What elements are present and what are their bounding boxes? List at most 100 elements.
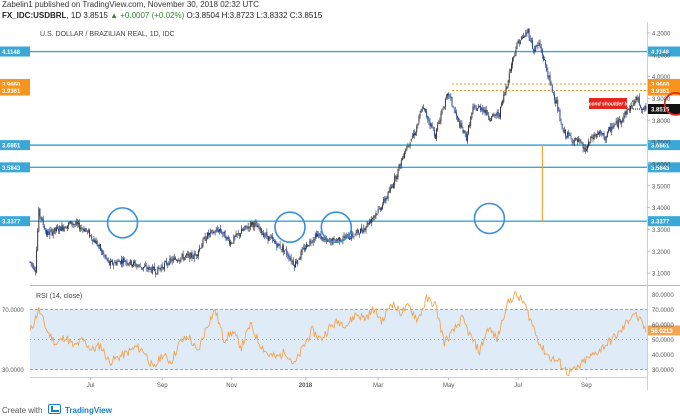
candle-body <box>124 259 126 262</box>
candle-body <box>395 175 397 180</box>
candle-body <box>213 231 215 233</box>
candle-body <box>55 227 57 231</box>
candle-body <box>533 49 534 51</box>
candle-body <box>83 228 85 232</box>
candle-body <box>355 232 357 234</box>
interval-label[interactable]: 1D <box>70 11 82 20</box>
symbol-name[interactable]: FX_IDC:USDBRL <box>2 11 67 20</box>
candle-body <box>127 263 129 265</box>
candle-body <box>371 219 373 223</box>
candle-body <box>384 198 386 202</box>
candle-body <box>631 105 633 107</box>
support-right-tag-label: 4.1148 <box>651 50 670 56</box>
candle-body <box>41 218 43 220</box>
candle-body <box>263 232 265 237</box>
candle-body <box>32 264 34 269</box>
candle-body <box>129 259 131 264</box>
candle-body <box>302 248 304 250</box>
candle-body <box>232 242 234 244</box>
candle-body <box>279 244 281 249</box>
footer-brand[interactable]: TradingView <box>64 406 112 415</box>
candle-body <box>188 254 190 256</box>
candle-body <box>210 230 212 234</box>
time-axis-tick-label: May <box>443 383 454 389</box>
candle-body <box>251 222 252 226</box>
support-right-tag <box>648 46 680 57</box>
support-right-tag <box>648 140 680 151</box>
candle-body <box>485 109 487 114</box>
candle-body <box>437 125 439 130</box>
candle-body <box>49 230 51 236</box>
candle-body <box>387 191 389 199</box>
candle-body <box>133 261 135 266</box>
candle-body <box>603 133 605 139</box>
candle-body <box>257 225 259 228</box>
candle-body <box>500 106 501 118</box>
candle-body <box>394 175 396 185</box>
candle-body <box>498 114 500 117</box>
highlight-circle <box>106 207 139 239</box>
candle-body <box>227 237 229 240</box>
candle-body <box>497 111 499 116</box>
candle-body <box>454 110 456 114</box>
last-price-tag-label: 3.8515 <box>651 108 670 114</box>
candle-body <box>105 255 107 259</box>
candle-body <box>622 118 624 122</box>
candle-body <box>94 239 96 244</box>
candle-body <box>409 142 411 146</box>
candle-body <box>378 207 380 209</box>
candle-body <box>259 227 261 230</box>
candle-body <box>362 230 364 233</box>
candle-body <box>379 208 381 211</box>
candle-body <box>459 121 461 128</box>
candle-body <box>576 138 577 140</box>
candle-body <box>225 237 227 241</box>
candle-body <box>592 137 594 140</box>
candle-body <box>296 261 298 263</box>
highlight-circle <box>473 202 506 235</box>
candle-body <box>104 255 106 257</box>
candle-body <box>555 100 557 103</box>
candle-body <box>415 133 417 136</box>
candle-body <box>493 114 495 116</box>
candle-body <box>314 234 316 238</box>
candle-body <box>645 106 647 110</box>
candle-body <box>288 255 290 259</box>
candle-body <box>367 222 369 225</box>
candle-body <box>354 234 356 236</box>
candle-body <box>366 222 368 228</box>
candle-body <box>412 133 414 137</box>
candle-body <box>194 253 196 256</box>
candle-body <box>596 133 598 135</box>
candle-body <box>569 134 571 136</box>
candle-body <box>256 224 258 228</box>
candle-body <box>192 257 194 259</box>
support-right-tag <box>648 216 680 227</box>
candle-body <box>601 133 603 135</box>
candle-body <box>538 42 540 44</box>
candle-body <box>405 150 407 153</box>
candle-body <box>95 241 97 244</box>
candle-body <box>427 116 429 120</box>
candle-body <box>290 257 292 262</box>
candle-body <box>214 232 216 234</box>
candle-body <box>357 229 359 234</box>
candle-body <box>280 249 282 250</box>
candle-body <box>42 218 44 226</box>
candle-body <box>365 226 367 231</box>
candle-body <box>351 233 353 240</box>
candle-body <box>452 106 454 108</box>
candle-body <box>176 259 177 261</box>
price-axis-tick-label: 3.2000 <box>652 250 671 256</box>
support-right-tag-label: 3.5843 <box>651 166 670 172</box>
candle-body <box>425 108 426 112</box>
candle-body <box>457 115 458 119</box>
candle-body <box>470 117 472 126</box>
candle-body <box>140 267 142 269</box>
candle-body <box>40 216 42 220</box>
price-pane[interactable] <box>30 22 647 284</box>
price-axis-tick-label: 3.5000 <box>652 184 671 190</box>
candle-body <box>316 233 317 237</box>
candle-body <box>381 208 382 210</box>
